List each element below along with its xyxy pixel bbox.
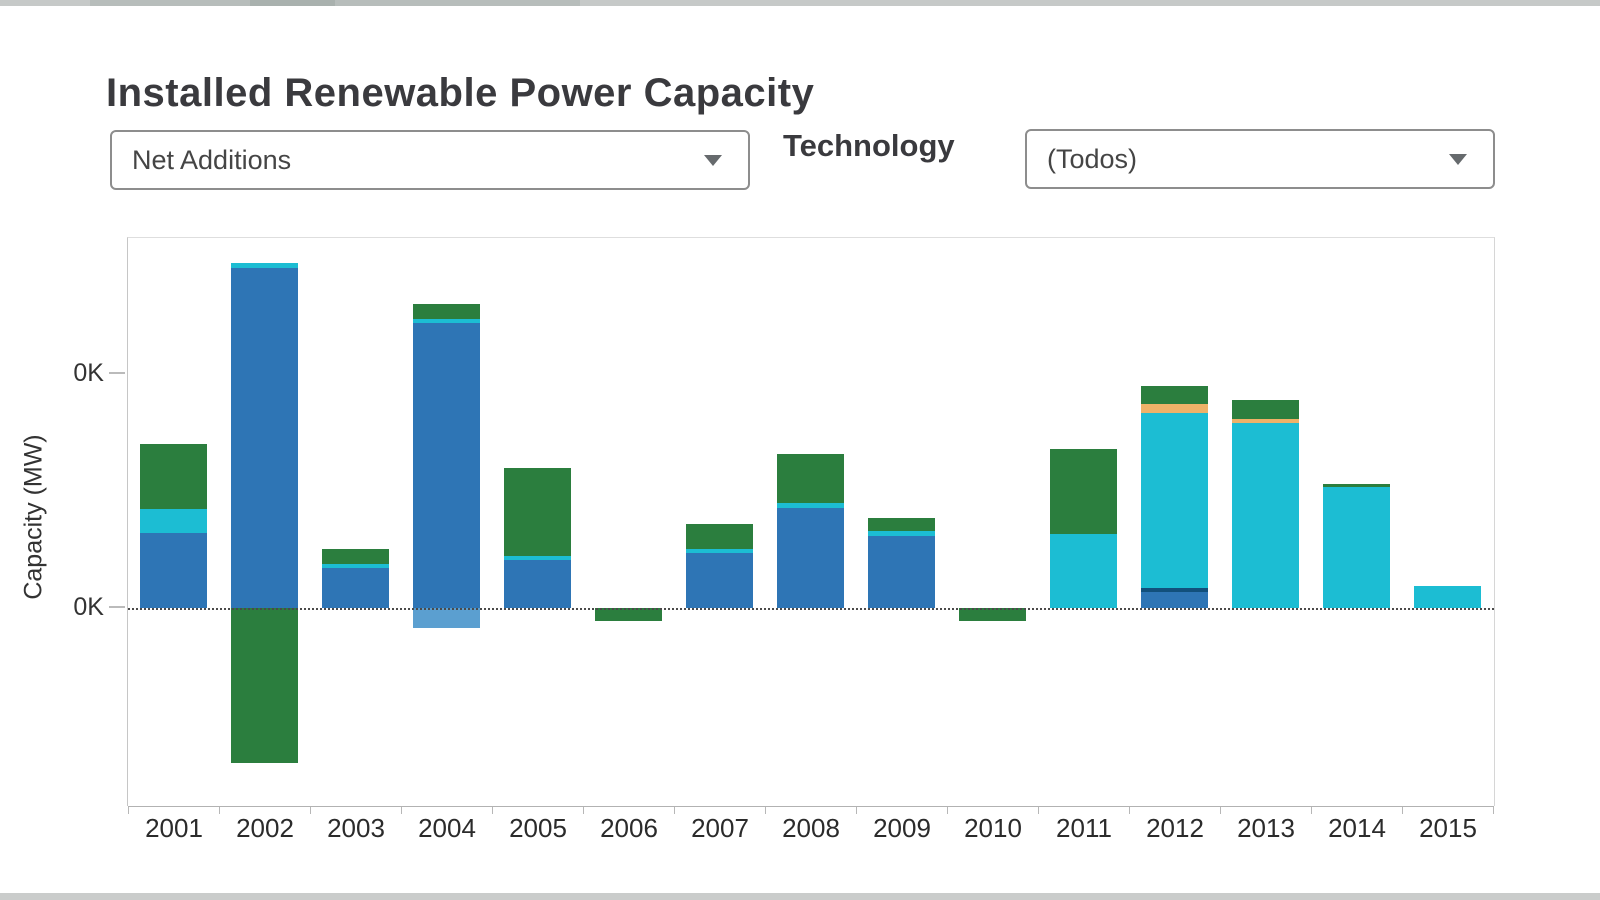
bar-segment-2009-teal[interactable] bbox=[868, 530, 935, 537]
bar-segment-negative-2010-green[interactable] bbox=[959, 608, 1026, 621]
x-tick-mark bbox=[1038, 806, 1039, 814]
bar-segment-2012-teal[interactable] bbox=[1141, 413, 1208, 589]
page-title: Installed Renewable Power Capacity bbox=[106, 70, 815, 115]
technology-dropdown-value: (Todos) bbox=[1047, 143, 1138, 174]
x-tick-mark bbox=[765, 806, 766, 814]
x-tick-mark bbox=[1220, 806, 1221, 814]
x-tick-mark bbox=[1129, 806, 1130, 814]
bar-segment-negative-2002-green[interactable] bbox=[231, 608, 298, 764]
x-axis-label-2001: 2001 bbox=[145, 813, 203, 843]
technology-filter-label: Technology bbox=[783, 128, 955, 163]
bar-segment-2012-green[interactable] bbox=[1141, 385, 1208, 405]
bar-segment-negative-2006-green[interactable] bbox=[595, 608, 662, 621]
window-bottom-edge bbox=[0, 893, 1600, 900]
bar-segment-2013-teal[interactable] bbox=[1232, 423, 1299, 608]
window-top-edge-shade-dark bbox=[250, 0, 335, 6]
bar-segment-2009-blue[interactable] bbox=[868, 536, 935, 608]
bar-segment-2001-blue[interactable] bbox=[140, 533, 207, 608]
x-axis-label-2013: 2013 bbox=[1237, 813, 1295, 843]
bar-segment-2014-green[interactable] bbox=[1323, 483, 1390, 487]
window-top-edge-shade bbox=[90, 0, 580, 6]
bar-segment-2011-green[interactable] bbox=[1050, 448, 1117, 534]
x-tick-mark bbox=[401, 806, 402, 814]
x-axis-label-2004: 2004 bbox=[418, 813, 476, 843]
x-tick-mark bbox=[128, 806, 129, 814]
measure-dropdown-value: Net Additions bbox=[132, 144, 292, 175]
x-tick-mark bbox=[1493, 806, 1494, 814]
x-axis-label-2008: 2008 bbox=[782, 813, 840, 843]
bar-segment-2012-blue[interactable] bbox=[1141, 588, 1208, 608]
x-axis-label-2015: 2015 bbox=[1419, 813, 1477, 843]
y-axis-title: Capacity (MW) bbox=[19, 434, 48, 600]
bar-segment-2004-teal[interactable] bbox=[413, 319, 480, 324]
bar-segment-2003-teal[interactable] bbox=[322, 564, 389, 569]
bar-segment-2005-teal[interactable] bbox=[504, 555, 571, 561]
x-axis-label-2002: 2002 bbox=[236, 813, 294, 843]
bar-segment-2007-teal[interactable] bbox=[686, 548, 753, 553]
zero-baseline bbox=[128, 608, 1494, 610]
bar-segment-2007-blue[interactable] bbox=[686, 553, 753, 608]
x-axis-label-2003: 2003 bbox=[327, 813, 385, 843]
bar-segment-2001-green[interactable] bbox=[140, 444, 207, 510]
bar-segment-2005-blue[interactable] bbox=[504, 560, 571, 608]
x-axis-label-2010: 2010 bbox=[964, 813, 1022, 843]
y-tick-mark-upper bbox=[109, 372, 125, 374]
x-tick-mark bbox=[1402, 806, 1403, 814]
x-tick-mark bbox=[310, 806, 311, 814]
x-axis-label-2009: 2009 bbox=[873, 813, 931, 843]
bar-segment-2012-orange[interactable] bbox=[1141, 404, 1208, 414]
x-axis-label-2014: 2014 bbox=[1328, 813, 1386, 843]
x-tick-mark bbox=[947, 806, 948, 814]
x-axis-label-2006: 2006 bbox=[600, 813, 658, 843]
chevron-down-icon bbox=[704, 155, 722, 166]
y-tick-mark-zero bbox=[109, 606, 125, 608]
bar-segment-2008-blue[interactable] bbox=[777, 507, 844, 608]
bar-segment-2014-teal[interactable] bbox=[1323, 486, 1390, 608]
bar-segment-2009-green[interactable] bbox=[868, 518, 935, 531]
x-axis-label-2012: 2012 bbox=[1146, 813, 1204, 843]
x-axis-label-2005: 2005 bbox=[509, 813, 567, 843]
bar-segment-2005-green[interactable] bbox=[504, 468, 571, 556]
x-axis-line bbox=[128, 806, 1494, 807]
bar-segment-negative-2004-lightblue[interactable] bbox=[413, 608, 480, 628]
window-top-edge bbox=[0, 0, 1600, 6]
plot-area: 2001 2002 2003 2004 2005 2006 2007 2008 2009 2010… bbox=[127, 237, 1495, 843]
x-axis-label-2007: 2007 bbox=[691, 813, 749, 843]
x-tick-mark bbox=[219, 806, 220, 814]
bar-segment-2004-blue[interactable] bbox=[413, 323, 480, 608]
x-tick-mark bbox=[583, 806, 584, 814]
y-tick-label-zero: 0K bbox=[73, 593, 104, 621]
bar-segment-2015-teal[interactable] bbox=[1414, 585, 1481, 608]
x-tick-mark bbox=[1311, 806, 1312, 814]
bar-segment-2003-green[interactable] bbox=[322, 548, 389, 565]
x-tick-mark bbox=[492, 806, 493, 814]
technology-dropdown[interactable]: (Todos) bbox=[1025, 129, 1495, 189]
bar-segment-2002-teal[interactable] bbox=[231, 262, 298, 269]
x-tick-mark bbox=[674, 806, 675, 814]
bar-segment-2011-teal[interactable] bbox=[1050, 533, 1117, 608]
bar-segment-2013-green[interactable] bbox=[1232, 400, 1299, 420]
bar-segment-2007-green[interactable] bbox=[686, 523, 753, 549]
x-tick-mark bbox=[856, 806, 857, 814]
y-tick-label-upper: 0K bbox=[73, 359, 104, 387]
chevron-down-icon bbox=[1449, 154, 1467, 165]
bar-segment-2008-green[interactable] bbox=[777, 453, 844, 503]
bar-segment-2003-blue[interactable] bbox=[322, 568, 389, 608]
bar-segment-2004-green[interactable] bbox=[413, 303, 480, 319]
bar-segment-2002-blue[interactable] bbox=[231, 268, 298, 608]
bar-segment-2013-orange[interactable] bbox=[1232, 419, 1299, 424]
bar-segment-2008-teal[interactable] bbox=[777, 502, 844, 508]
bar-segment-2001-teal[interactable] bbox=[140, 509, 207, 534]
x-axis-label-2011: 2011 bbox=[1056, 813, 1112, 843]
measure-dropdown[interactable]: Net Additions bbox=[110, 130, 750, 190]
